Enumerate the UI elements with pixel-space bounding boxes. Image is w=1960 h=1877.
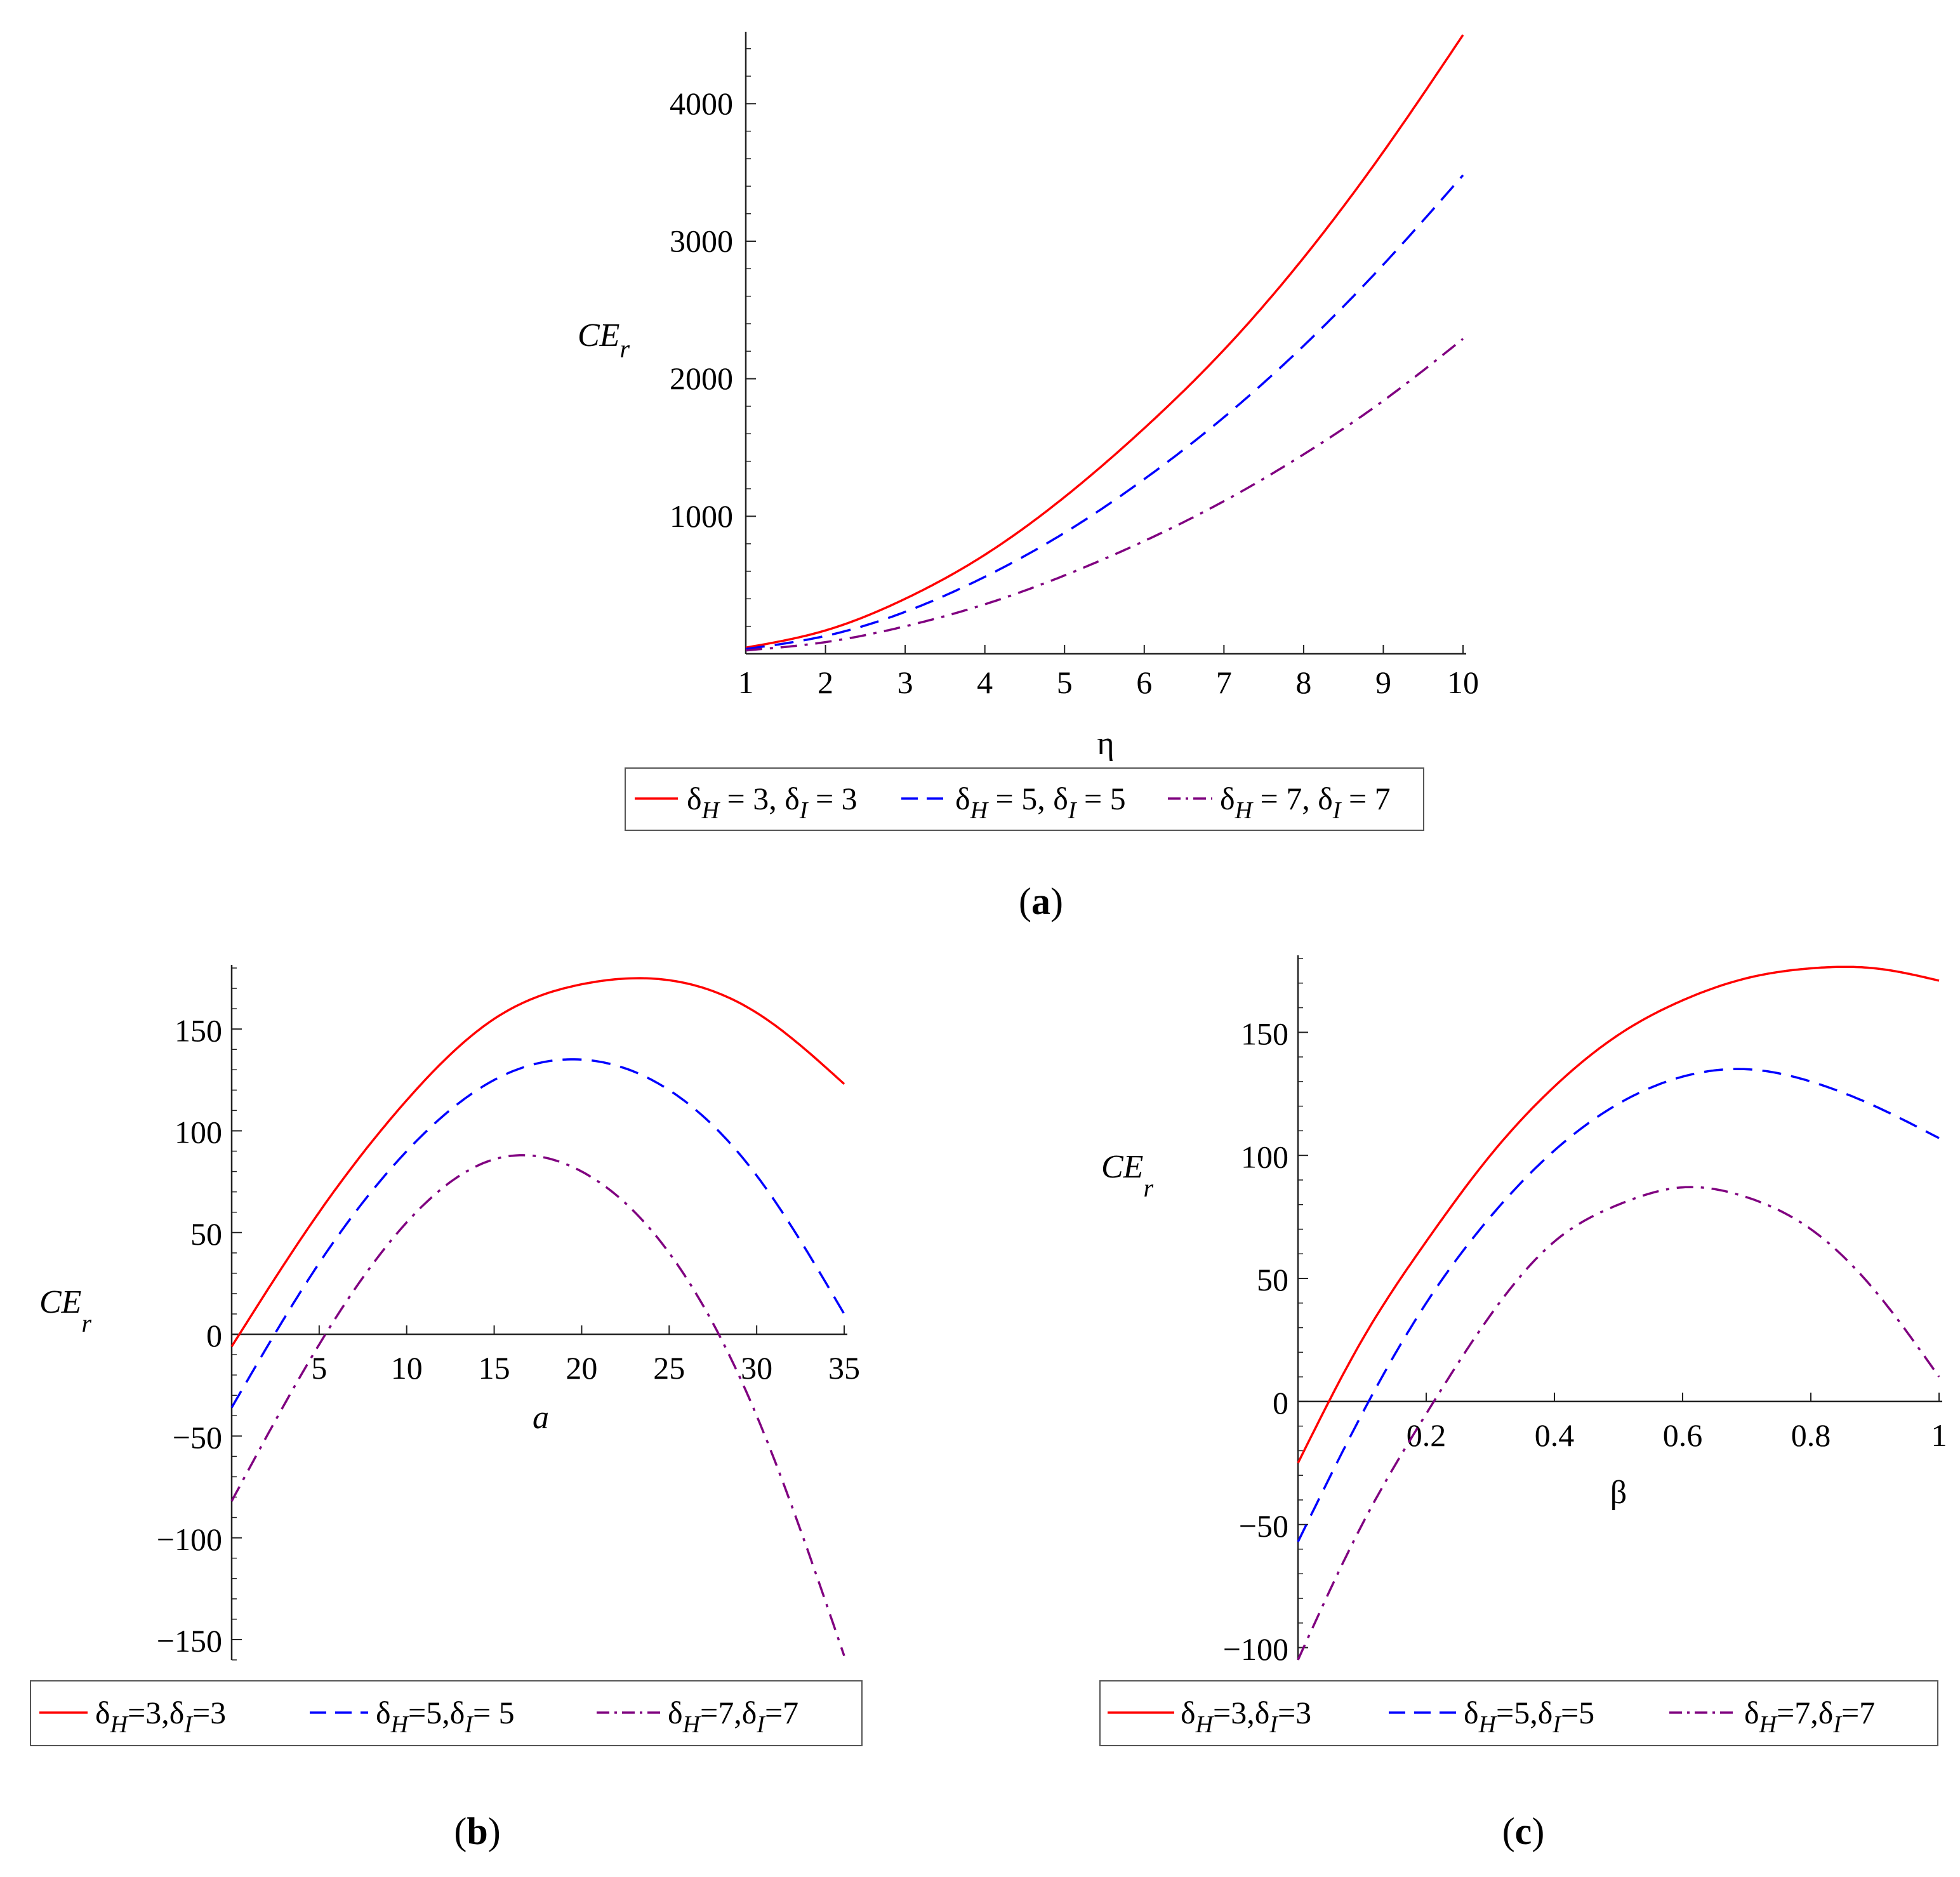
chart-panel-a: 1000 2000 3000 4000 1 2 3 4 5 6 7 8 9 10 CEr η δH = 3…	[578, 32, 1479, 922]
panel-caption-a: (a)	[1019, 880, 1063, 922]
legend-label-series-1: δH = 3, δI = 3	[687, 781, 858, 824]
x-tick-label: 5	[311, 1350, 327, 1386]
y-axis-label-base: CE	[1101, 1149, 1143, 1185]
x-tick-label: 3	[897, 665, 913, 700]
legend-box	[625, 767, 1424, 831]
y-tick-label: 50	[1257, 1262, 1288, 1297]
y-tick-label: 150	[175, 1012, 222, 1048]
legend: δH=3,δI=3 δH=5,δI= 5 δH=7,δI=7	[30, 1680, 863, 1746]
series-line-2	[1297, 1068, 1940, 1542]
y-tick-label: −50	[1239, 1508, 1288, 1544]
y-axis-label: CEr	[1101, 1149, 1153, 1202]
y-axis-label-base: CE	[39, 1284, 81, 1320]
x-tick-label: 1	[738, 665, 754, 700]
y-tick-label: 100	[1241, 1139, 1288, 1174]
x-tick-label: 10	[391, 1350, 423, 1386]
svg-text:CEr: CEr	[39, 1284, 91, 1337]
svg-text:CEr: CEr	[578, 317, 630, 363]
x-tick-label: 7	[1216, 665, 1232, 700]
series-line-3	[745, 338, 1464, 652]
y-tick-label: 0	[206, 1318, 222, 1353]
series-line-2	[745, 174, 1464, 651]
x-tick-label: 35	[828, 1350, 860, 1386]
y-tick-label: 2000	[670, 361, 733, 396]
legend-box	[1099, 1680, 1938, 1746]
series-line-2	[230, 1058, 845, 1409]
x-tick-label: 25	[653, 1350, 685, 1386]
x-tick-label: 20	[566, 1350, 597, 1386]
x-tick-label: 10	[1447, 665, 1479, 700]
legend: δH = 3, δI = 3 δH = 5, δI = 5 δH = 7, δI…	[625, 767, 1424, 831]
x-tick-label: 5	[1057, 665, 1073, 700]
x-tick-label: 1	[1931, 1417, 1947, 1453]
x-tick-label: 0.8	[1791, 1417, 1831, 1453]
y-tick-label: 0	[1273, 1385, 1288, 1421]
y-tick-label: −100	[157, 1522, 222, 1557]
x-axis-label: η	[1097, 726, 1114, 762]
panel-caption-c: (c)	[1502, 1810, 1545, 1852]
x-axis-label: a	[533, 1400, 549, 1436]
svg-text:CEr: CEr	[1101, 1149, 1153, 1202]
y-axis-label: CEr	[578, 317, 630, 363]
legend-label-series-2: δH=5,δI= 5	[376, 1695, 515, 1738]
x-tick-label: 15	[479, 1350, 510, 1386]
series-line-3	[1297, 1186, 1940, 1661]
legend: δH=3,δI=3 δH=5,δI=5 δH=7,δI=7	[1099, 1680, 1938, 1746]
y-tick-label: −100	[1223, 1631, 1288, 1667]
legend-label-series-2: δH=5,δI=5	[1464, 1695, 1594, 1738]
legend-label-series-3: δH=7,δI=7	[668, 1695, 798, 1738]
panel-caption-b: (b)	[454, 1810, 500, 1852]
legend-box	[30, 1680, 863, 1746]
y-axis-label-base: CE	[578, 317, 619, 354]
x-axis-label: β	[1610, 1475, 1627, 1511]
y-axis-label-subscript: r	[1143, 1174, 1153, 1202]
x-tick-label: 6	[1136, 665, 1152, 700]
x-tick-label: 9	[1375, 665, 1391, 700]
x-tick-label: 0.6	[1663, 1417, 1703, 1453]
legend-label-series-3: δH = 7, δI = 7	[1220, 781, 1391, 824]
y-tick-label: 3000	[670, 223, 733, 259]
y-tick-label: −50	[173, 1419, 222, 1455]
legend-label-series-3: δH=7,δI=7	[1744, 1695, 1875, 1738]
y-tick-label: 1000	[670, 498, 733, 534]
x-tick-label: 8	[1295, 665, 1311, 700]
y-tick-label: 100	[175, 1115, 222, 1150]
x-tick-label: 4	[977, 665, 993, 700]
legend-label-series-1: δH=3,δI=3	[95, 1695, 226, 1738]
series-line-1	[230, 977, 845, 1348]
y-tick-label: 50	[190, 1216, 222, 1252]
x-tick-label: 30	[741, 1350, 772, 1386]
y-axis-label-subscript: r	[81, 1309, 91, 1337]
x-tick-label: 0.4	[1535, 1417, 1575, 1453]
y-tick-label: 150	[1241, 1016, 1288, 1051]
y-tick-label: −150	[157, 1623, 222, 1659]
series-line-1	[1297, 965, 1940, 1464]
y-axis-label: CEr	[39, 1284, 91, 1337]
y-tick-label: 4000	[670, 86, 733, 121]
series-line-1	[745, 34, 1464, 649]
legend-label-series-1: δH=3,δI=3	[1181, 1695, 1311, 1738]
legend-label-series-2: δH = 5, δI = 5	[955, 781, 1126, 824]
y-axis-label-subscript: r	[619, 335, 630, 363]
x-tick-label: 2	[818, 665, 833, 700]
